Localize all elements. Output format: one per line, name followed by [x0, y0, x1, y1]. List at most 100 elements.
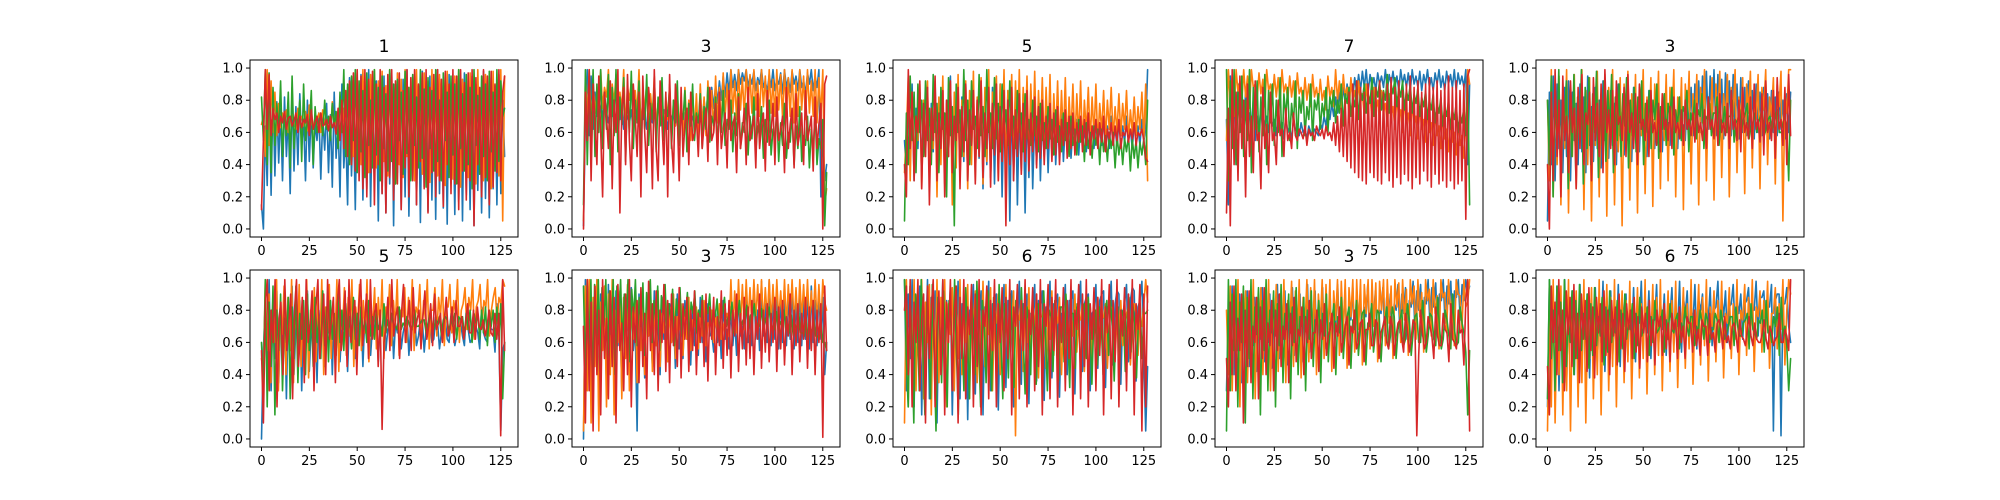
- y-tick-label: 0.2: [865, 400, 886, 415]
- y-tick-label: 0.0: [865, 432, 886, 447]
- y-tick-label: 0.8: [222, 304, 243, 319]
- subplot-plot-area: [582, 68, 828, 230]
- x-tick-label: 0: [1543, 454, 1551, 469]
- series-line-4: [582, 68, 828, 230]
- x-tick-label: 125: [1774, 454, 1799, 469]
- subplot-frame: [892, 59, 1162, 238]
- y-tick-label: 1.0: [222, 272, 243, 287]
- x-tick-label: 0: [257, 244, 265, 259]
- x-tick-label: 125: [1453, 454, 1478, 469]
- x-tick-label: 100: [1084, 454, 1109, 469]
- y-tick-label: 0.2: [1508, 400, 1529, 415]
- subplot-plot-area: [1225, 68, 1471, 227]
- y-tick-label: 1.0: [865, 62, 886, 77]
- y-tick-label: 0.6: [1508, 336, 1529, 351]
- y-tick-label: 0.8: [222, 94, 243, 109]
- series-line-4: [1546, 68, 1792, 230]
- y-tick-label: 0.4: [222, 158, 243, 173]
- series-line-4: [260, 68, 506, 227]
- x-tick-label: 125: [810, 244, 835, 259]
- y-tick-label: 0.4: [1508, 368, 1529, 383]
- x-tick-label: 25: [1266, 244, 1283, 259]
- y-tick-label: 0.0: [1508, 432, 1529, 447]
- y-tick-label: 0.6: [1508, 126, 1529, 141]
- y-tick-label: 0.2: [544, 190, 565, 205]
- x-tick-label: 50: [349, 244, 366, 259]
- x-tick-label: 50: [1314, 454, 1331, 469]
- x-tick-label: 50: [1635, 454, 1652, 469]
- y-tick-label: 1.0: [1187, 62, 1208, 77]
- series-line-4: [582, 278, 828, 439]
- y-tick-label: 0.2: [544, 400, 565, 415]
- y-tick-label: 1.0: [1187, 272, 1208, 287]
- subplot-plot-area: [1546, 278, 1792, 437]
- y-tick-label: 0.8: [544, 94, 565, 109]
- y-tick-label: 0.4: [1187, 368, 1208, 383]
- x-tick-label: 125: [1453, 244, 1478, 259]
- y-tick-label: 0.0: [544, 432, 565, 447]
- subplot-title: 3: [1344, 247, 1355, 267]
- x-tick-label: 50: [349, 454, 366, 469]
- y-tick-label: 0.6: [222, 126, 243, 141]
- y-tick-label: 0.6: [544, 126, 565, 141]
- x-tick-label: 75: [1683, 244, 1700, 259]
- x-tick-label: 100: [763, 454, 788, 469]
- series-line-4: [903, 68, 1149, 227]
- subplot-frame: [571, 269, 841, 448]
- y-tick-label: 0.8: [865, 94, 886, 109]
- y-tick-label: 0.4: [544, 368, 565, 383]
- subplot-2: 3 0 25 50 75 100 125 0.0 0.2 0.4 0.6 0.8 1.0: [544, 37, 841, 259]
- x-tick-label: 50: [992, 454, 1009, 469]
- subplot-title: 6: [1665, 247, 1676, 267]
- x-tick-label: 125: [488, 454, 513, 469]
- x-tick-label: 125: [1131, 454, 1156, 469]
- x-tick-label: 25: [1266, 454, 1283, 469]
- x-tick-label: 75: [719, 244, 736, 259]
- x-tick-label: 25: [1587, 454, 1604, 469]
- y-tick-label: 0.0: [865, 222, 886, 237]
- y-tick-label: 0.6: [1187, 126, 1208, 141]
- y-tick-label: 0.0: [222, 222, 243, 237]
- subplot-4: 7 0 25 50 75 100 125 0.0 0.2 0.4 0.6 0.8 1.0: [1187, 37, 1484, 259]
- series-line-4: [1225, 68, 1471, 227]
- y-tick-label: 0.0: [1508, 222, 1529, 237]
- x-tick-label: 50: [1314, 244, 1331, 259]
- y-tick-label: 1.0: [1508, 62, 1529, 77]
- subplot-plot-area: [1546, 68, 1792, 230]
- subplot-title: 7: [1344, 37, 1355, 57]
- x-tick-label: 50: [992, 244, 1009, 259]
- y-tick-label: 0.6: [544, 336, 565, 351]
- x-tick-label: 125: [1774, 244, 1799, 259]
- x-tick-label: 25: [623, 244, 640, 259]
- x-tick-label: 0: [1222, 454, 1230, 469]
- x-tick-label: 100: [441, 454, 466, 469]
- x-tick-label: 25: [301, 454, 318, 469]
- x-tick-label: 75: [1683, 454, 1700, 469]
- subplot-1: 1 0 25 50 75 100 125 0.0 0.2 0.4 0.6 0.8 1.0: [222, 37, 519, 259]
- y-tick-label: 0.2: [222, 190, 243, 205]
- x-tick-label: 50: [671, 244, 688, 259]
- x-tick-label: 0: [1543, 244, 1551, 259]
- x-tick-label: 25: [944, 454, 961, 469]
- subplot-title: 6: [1022, 247, 1033, 267]
- subplot-5: 3 0 25 50 75 100 125 0.0 0.2 0.4 0.6 0.8 1.0: [1508, 37, 1805, 259]
- x-tick-label: 0: [579, 454, 587, 469]
- subplot-plot-area: [903, 68, 1149, 227]
- x-tick-label: 25: [944, 244, 961, 259]
- y-tick-label: 0.2: [865, 190, 886, 205]
- y-tick-label: 0.8: [1508, 304, 1529, 319]
- y-tick-label: 0.4: [544, 158, 565, 173]
- y-tick-label: 1.0: [1508, 272, 1529, 287]
- y-tick-label: 0.4: [1508, 158, 1529, 173]
- y-tick-label: 0.0: [1187, 432, 1208, 447]
- y-tick-label: 0.8: [865, 304, 886, 319]
- subplot-9: 3 0 25 50 75 100 125 0.0 0.2 0.4 0.6 0.8 1.0: [1187, 247, 1484, 469]
- y-tick-label: 0.8: [544, 304, 565, 319]
- y-tick-label: 1.0: [544, 62, 565, 77]
- y-tick-label: 0.4: [865, 158, 886, 173]
- subplot-plot-area: [260, 68, 506, 230]
- y-tick-label: 0.4: [222, 368, 243, 383]
- subplot-7: 3 0 25 50 75 100 125 0.0 0.2 0.4 0.6 0.8 1.0: [544, 247, 841, 469]
